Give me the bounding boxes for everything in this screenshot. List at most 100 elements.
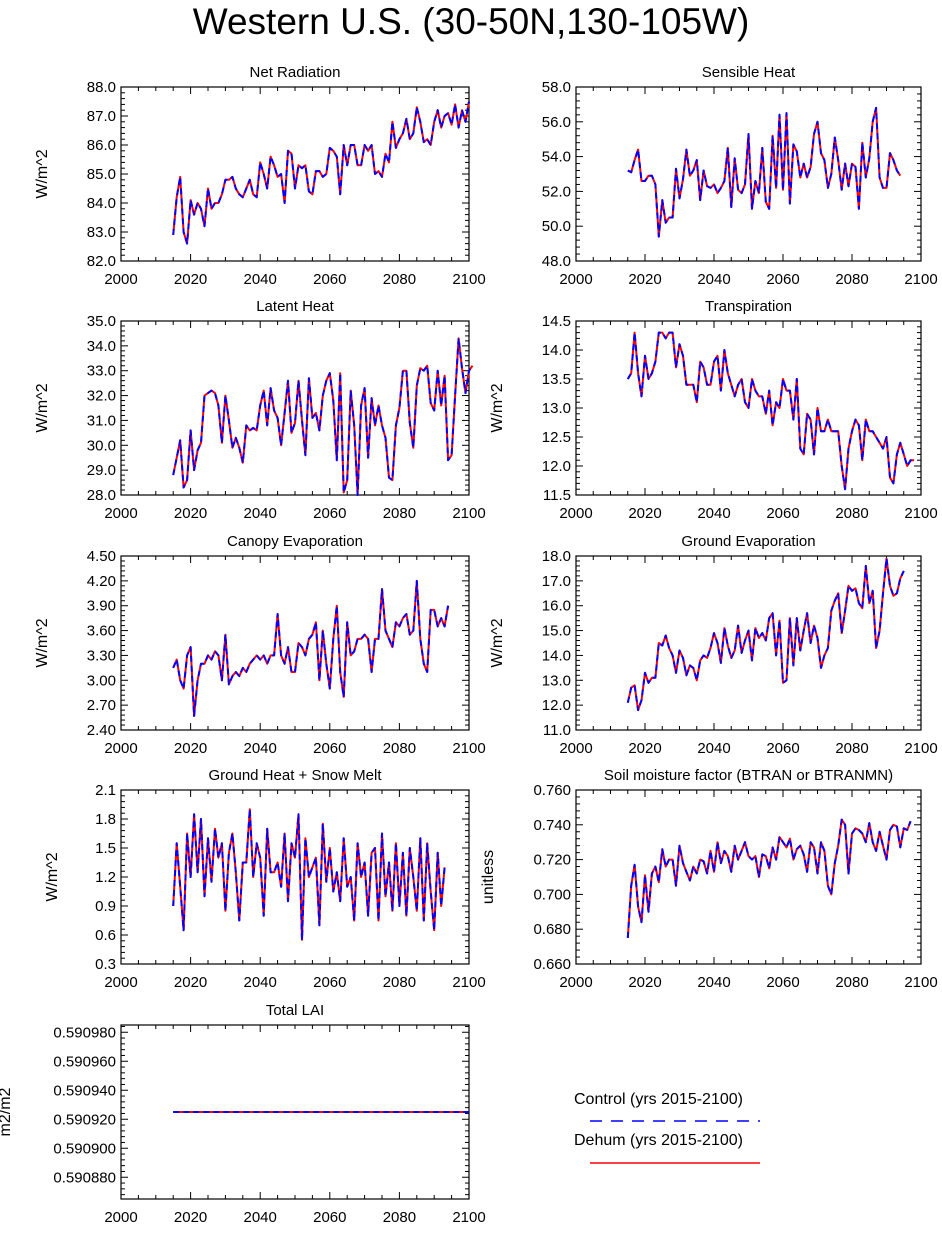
x-tick-label: 2020 [174, 974, 207, 991]
y-tick-label: 14.0 [542, 647, 571, 664]
x-tick-label: 2100 [452, 505, 485, 522]
x-tick-label: 2080 [383, 1209, 416, 1226]
x-tick-label: 2040 [244, 740, 277, 757]
y-tick-label: 3.90 [87, 598, 116, 615]
panel-title: Latent Heat [256, 298, 334, 315]
x-tick-label: 2020 [628, 505, 661, 522]
chart-panel-4: Transpiration 2000 2020 2040 2060 2080 2100 11.… [489, 298, 938, 522]
y-tick-label: 48.0 [542, 253, 571, 270]
y-tick-label: 0.590880 [53, 1169, 116, 1186]
y-tick-label: 13.5 [542, 371, 571, 388]
x-tick-label: 2060 [766, 505, 799, 522]
y-tick-label: 0.6 [95, 927, 116, 944]
x-tick-label: 2040 [244, 974, 277, 991]
x-tick-label: 2060 [313, 505, 346, 522]
x-tick-label: 2040 [244, 271, 277, 288]
y-tick-label: 83.0 [87, 224, 116, 241]
y-tick-label: 56.0 [542, 114, 571, 131]
figure-title: Western U.S. (30-50N,130-105W) [192, 1, 750, 42]
y-tick-label: 13.0 [542, 672, 571, 689]
x-tick-label: 2080 [383, 974, 416, 991]
x-tick-label: 2040 [697, 271, 730, 288]
chart-panel-8: Soil moisture factor (BTRAN or BTRANMN) 2… [480, 767, 938, 991]
y-tick-label: 88.0 [87, 79, 116, 96]
x-tick-label: 2020 [174, 1209, 207, 1226]
plot-frame [120, 789, 470, 965]
y-tick-label: 3.00 [87, 672, 116, 689]
y-tick-label: 11.0 [543, 722, 571, 739]
panel-title: Soil moisture factor (BTRAN or BTRANMN) [604, 767, 893, 784]
series-line-dehum [172, 101, 470, 245]
x-tick-label: 2100 [452, 1209, 485, 1226]
y-axis-label: m2/m2 [0, 1087, 14, 1136]
plot-frame [120, 320, 470, 496]
panel-title: Canopy Evaporation [227, 533, 363, 550]
x-tick-label: 2020 [628, 974, 661, 991]
series-line-control [626, 557, 905, 712]
x-tick-label: 2100 [904, 505, 937, 522]
y-tick-label: 85.0 [87, 166, 116, 183]
y-tick-label: 1.5 [95, 840, 116, 857]
x-tick-label: 2080 [835, 271, 868, 288]
y-tick-label: 15.0 [542, 623, 571, 640]
y-tick-label: 0.660 [533, 956, 571, 973]
y-tick-label: 1.8 [95, 811, 116, 828]
series-line-control [172, 337, 474, 496]
y-tick-label: 0.3 [95, 956, 116, 973]
chart-panel-1: Net Radiation 2000 2020 2040 2060 2080 2100 82.… [34, 64, 486, 288]
x-tick-label: 2100 [904, 974, 937, 991]
y-tick-label: 84.0 [87, 195, 116, 212]
y-tick-label: 16.0 [542, 598, 571, 615]
chart-panel-5: Canopy Evaporation 2000 2020 2040 2060 2080 21… [34, 533, 486, 757]
x-tick-label: 2080 [383, 505, 416, 522]
x-tick-label: 2020 [628, 740, 661, 757]
series-line-control [172, 101, 470, 245]
legend-label-control: Control (yrs 2015-2100) [574, 1091, 743, 1108]
y-axis-label: W/m^2 [34, 383, 51, 432]
x-tick-label: 2060 [766, 740, 799, 757]
x-tick-label: 2020 [174, 740, 207, 757]
x-tick-label: 2000 [104, 740, 137, 757]
y-tick-label: 11.5 [543, 487, 571, 504]
x-tick-label: 2080 [835, 974, 868, 991]
x-tick-label: 2000 [559, 271, 592, 288]
x-tick-label: 2040 [697, 740, 730, 757]
y-tick-label: 31.0 [87, 412, 116, 429]
x-tick-label: 2020 [628, 271, 661, 288]
y-tick-label: 58.0 [542, 79, 571, 96]
plot-frame [575, 86, 922, 262]
legend-line-dehum [590, 1162, 760, 1164]
x-tick-label: 2100 [904, 271, 937, 288]
x-tick-label: 2080 [383, 740, 416, 757]
chart-panel-6: Ground Evaporation 2000 2020 2040 2060 2080 21… [489, 533, 938, 757]
y-tick-label: 30.0 [87, 437, 116, 454]
y-tick-label: 0.590960 [53, 1053, 116, 1070]
series-line-control [626, 818, 912, 938]
y-tick-label: 13.0 [542, 400, 571, 417]
y-tick-label: 82.0 [87, 253, 116, 270]
y-tick-label: 28.0 [87, 487, 116, 504]
y-tick-label: 0.680 [533, 921, 571, 938]
x-tick-label: 2060 [313, 1209, 346, 1226]
x-tick-label: 2100 [452, 974, 485, 991]
y-tick-label: 35.0 [87, 313, 116, 330]
y-tick-label: 3.60 [87, 623, 116, 640]
series-line-control [627, 106, 902, 238]
x-tick-label: 2040 [244, 505, 277, 522]
y-axis-label: W/m^2 [489, 383, 506, 432]
y-tick-label: 0.590900 [53, 1140, 116, 1157]
x-tick-label: 2060 [766, 271, 799, 288]
legend-label-dehum: Dehum (yrs 2015-2100) [574, 1132, 743, 1149]
series-line-control [626, 331, 915, 491]
y-tick-label: 14.5 [542, 313, 571, 330]
y-tick-label: 29.0 [87, 462, 116, 479]
x-tick-label: 2000 [559, 740, 592, 757]
chart-panel-9: Total LAI 2000 2020 2040 2060 2080 2100 0.59088… [0, 1002, 486, 1226]
y-axis-label: W/m^2 [489, 618, 506, 667]
y-axis-label: W/m^2 [34, 618, 51, 667]
x-tick-label: 2020 [174, 271, 207, 288]
x-tick-label: 2020 [174, 505, 207, 522]
y-tick-label: 1.2 [95, 869, 116, 886]
y-tick-label: 4.20 [87, 573, 116, 590]
y-tick-label: 14.0 [542, 342, 571, 359]
